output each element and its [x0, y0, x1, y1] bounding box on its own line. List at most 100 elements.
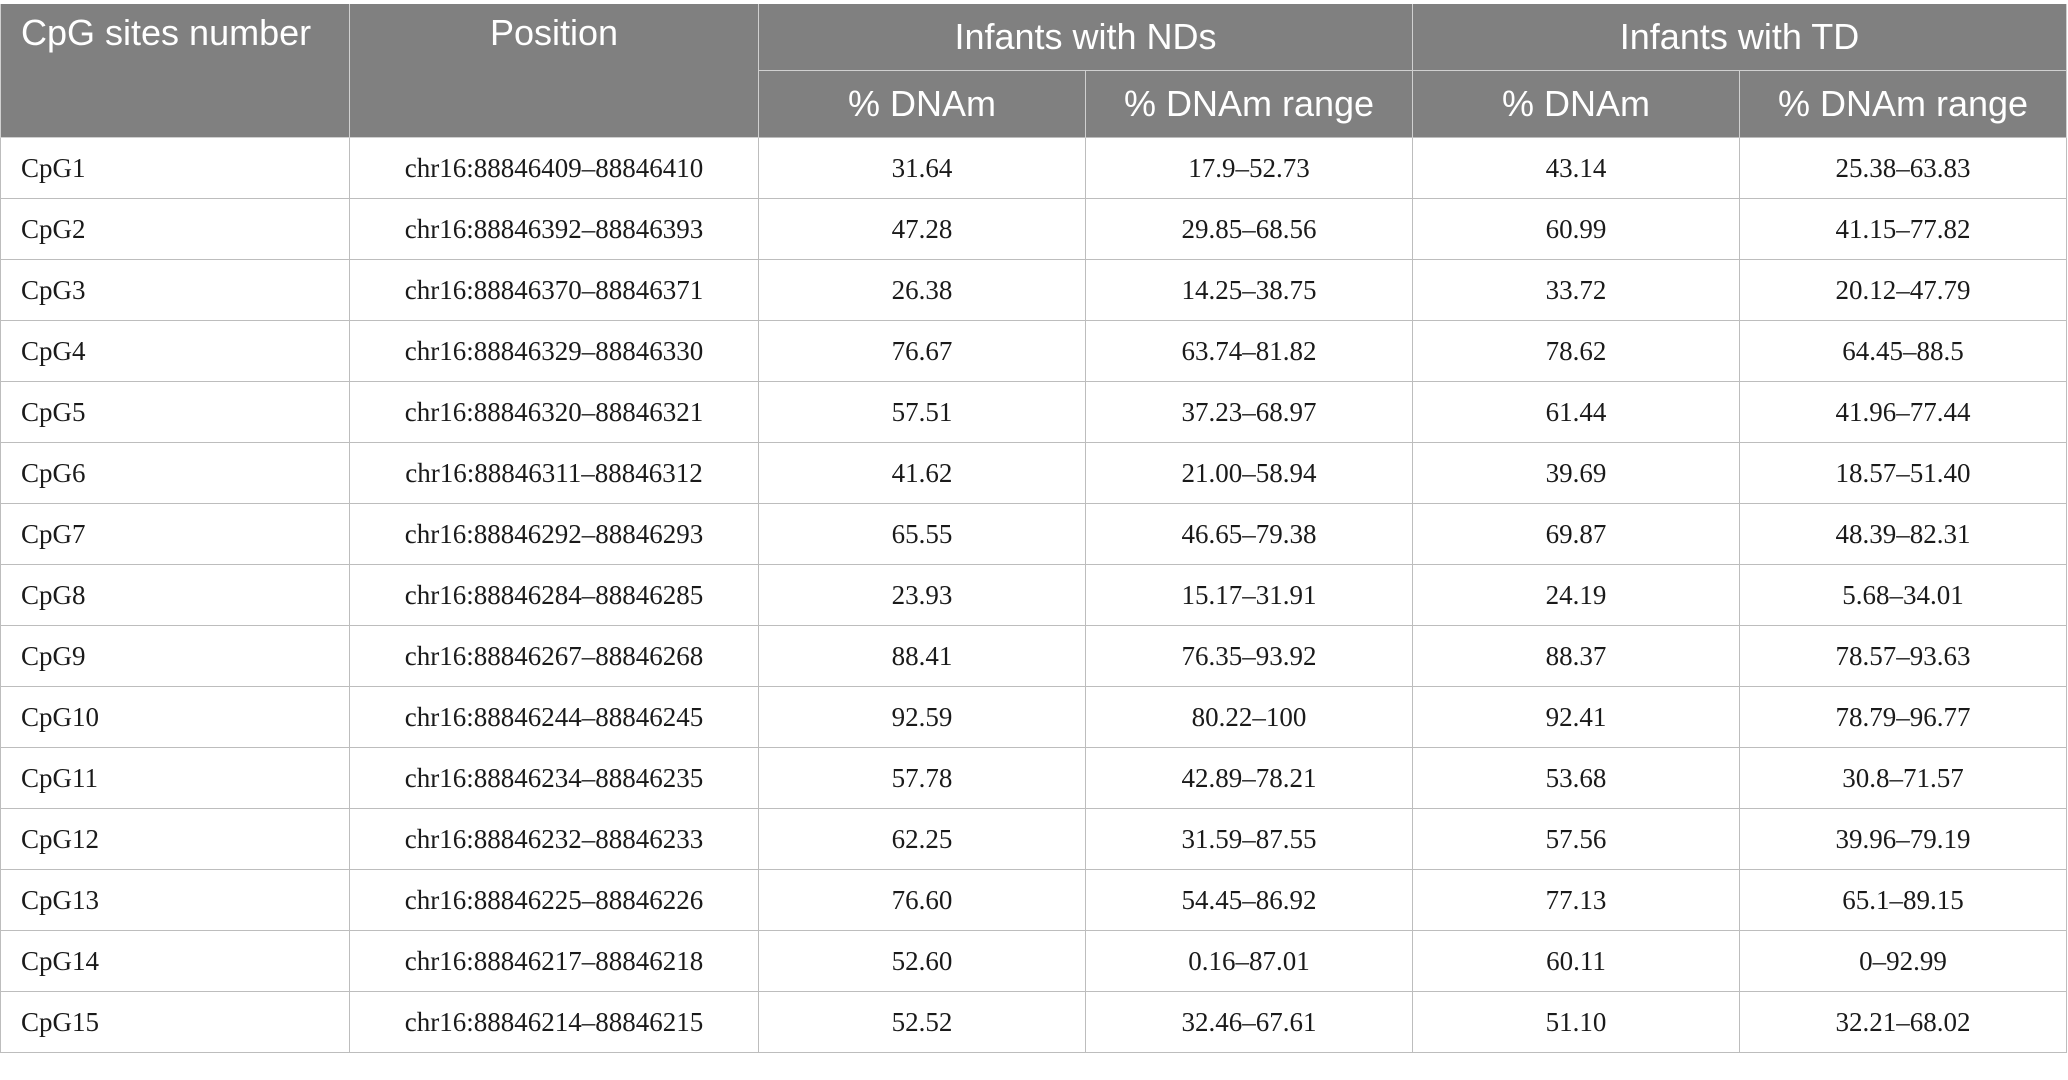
table-body: CpG1 chr16:88846409–88846410 31.64 17.9–52.… — [0, 137, 2067, 1053]
cell-nd-range: 21.00–58.94 — [1085, 442, 1413, 504]
cell-td-range: 64.45–88.5 — [1739, 320, 2067, 382]
cell-position: chr16:88846217–88846218 — [349, 930, 759, 992]
header-nd-dnam: % DNAm — [758, 70, 1086, 138]
cell-nd-dnam: 52.52 — [758, 991, 1086, 1053]
table-row: CpG14 chr16:88846217–88846218 52.60 0.16–87… — [0, 930, 2067, 992]
cell-nd-dnam: 62.25 — [758, 808, 1086, 870]
cell-td-range: 41.96–77.44 — [1739, 381, 2067, 443]
cell-td-dnam: 88.37 — [1412, 625, 1740, 687]
header-td-dnam: % DNAm — [1412, 70, 1740, 138]
table-row: CpG9 chr16:88846267–88846268 88.41 76.35–93… — [0, 625, 2067, 687]
cell-td-dnam: 77.13 — [1412, 869, 1740, 931]
table-row: CpG1 chr16:88846409–88846410 31.64 17.9–52.… — [0, 137, 2067, 199]
cell-nd-dnam: 26.38 — [758, 259, 1086, 321]
cell-position: chr16:88846320–88846321 — [349, 381, 759, 443]
cell-td-range: 41.15–77.82 — [1739, 198, 2067, 260]
cell-site: CpG14 — [0, 930, 350, 992]
table-row: CpG3 chr16:88846370–88846371 26.38 14.25–38… — [0, 259, 2067, 321]
cell-position: chr16:88846370–88846371 — [349, 259, 759, 321]
cell-site: CpG4 — [0, 320, 350, 382]
cell-site: CpG11 — [0, 747, 350, 809]
cell-nd-range: 31.59–87.55 — [1085, 808, 1413, 870]
cell-td-range: 48.39–82.31 — [1739, 503, 2067, 565]
cell-position: chr16:88846409–88846410 — [349, 137, 759, 199]
cell-site: CpG8 — [0, 564, 350, 626]
cell-site: CpG10 — [0, 686, 350, 748]
cell-position: chr16:88846267–88846268 — [349, 625, 759, 687]
cell-position: chr16:88846392–88846393 — [349, 198, 759, 260]
methylation-table: CpG sites number Position Infants with N… — [0, 4, 2067, 1053]
table-row: CpG2 chr16:88846392–88846393 47.28 29.85–68… — [0, 198, 2067, 260]
cell-nd-range: 0.16–87.01 — [1085, 930, 1413, 992]
table-row: CpG4 chr16:88846329–88846330 76.67 63.74–81… — [0, 320, 2067, 382]
header-row-sub: % DNAm % DNAm range % DNAm % DNAm range — [1, 70, 2067, 138]
cell-nd-range: 54.45–86.92 — [1085, 869, 1413, 931]
cell-nd-range: 76.35–93.92 — [1085, 625, 1413, 687]
header-td-range: % DNAm range — [1739, 70, 2067, 138]
cell-td-range: 5.68–34.01 — [1739, 564, 2067, 626]
header-row-groups: CpG sites number Position Infants with N… — [0, 4, 2067, 138]
cell-nd-range: 14.25–38.75 — [1085, 259, 1413, 321]
cell-nd-range: 42.89–78.21 — [1085, 747, 1413, 809]
cell-td-dnam: 39.69 — [1412, 442, 1740, 504]
cell-td-dnam: 69.87 — [1412, 503, 1740, 565]
cell-position: chr16:88846214–88846215 — [349, 991, 759, 1053]
table-row: CpG12 chr16:88846232–88846233 62.25 31.59–8… — [0, 808, 2067, 870]
cell-td-range: 39.96–79.19 — [1739, 808, 2067, 870]
cell-nd-dnam: 76.67 — [758, 320, 1086, 382]
header-group-nd: Infants with NDs — [758, 4, 1413, 71]
cell-nd-dnam: 41.62 — [758, 442, 1086, 504]
cell-td-dnam: 43.14 — [1412, 137, 1740, 199]
cell-td-range: 0–92.99 — [1739, 930, 2067, 992]
table-row: CpG5 chr16:88846320–88846321 57.51 37.23–68… — [0, 381, 2067, 443]
cell-nd-range: 32.46–67.61 — [1085, 991, 1413, 1053]
cell-site: CpG3 — [0, 259, 350, 321]
cell-position: chr16:88846244–88846245 — [349, 686, 759, 748]
methylation-table-container: CpG sites number Position Infants with N… — [0, 4, 2067, 1053]
cell-td-range: 32.21–68.02 — [1739, 991, 2067, 1053]
cell-td-dnam: 53.68 — [1412, 747, 1740, 809]
cell-position: chr16:88846232–88846233 — [349, 808, 759, 870]
cell-td-dnam: 51.10 — [1412, 991, 1740, 1053]
cell-nd-dnam: 57.78 — [758, 747, 1086, 809]
cell-nd-range: 29.85–68.56 — [1085, 198, 1413, 260]
cell-td-range: 25.38–63.83 — [1739, 137, 2067, 199]
cell-position: chr16:88846311–88846312 — [349, 442, 759, 504]
cell-nd-dnam: 76.60 — [758, 869, 1086, 931]
cell-td-dnam: 78.62 — [1412, 320, 1740, 382]
cell-nd-dnam: 57.51 — [758, 381, 1086, 443]
table-header: CpG sites number Position Infants with N… — [0, 4, 2067, 138]
table-row: CpG13 chr16:88846225–88846226 76.60 54.45–8… — [0, 869, 2067, 931]
table-row: CpG8 chr16:88846284–88846285 23.93 15.17–31… — [0, 564, 2067, 626]
cell-site: CpG12 — [0, 808, 350, 870]
cell-site: CpG5 — [0, 381, 350, 443]
table-row: CpG15 chr16:88846214–88846215 52.52 32.46–6… — [0, 991, 2067, 1053]
cell-nd-dnam: 88.41 — [758, 625, 1086, 687]
cell-nd-dnam: 23.93 — [758, 564, 1086, 626]
cell-td-dnam: 24.19 — [1412, 564, 1740, 626]
cell-nd-range: 37.23–68.97 — [1085, 381, 1413, 443]
cell-td-range: 78.79–96.77 — [1739, 686, 2067, 748]
cell-site: CpG6 — [0, 442, 350, 504]
cell-td-range: 78.57–93.63 — [1739, 625, 2067, 687]
cell-position: chr16:88846225–88846226 — [349, 869, 759, 931]
cell-nd-range: 80.22–100 — [1085, 686, 1413, 748]
cell-site: CpG2 — [0, 198, 350, 260]
cell-site: CpG1 — [0, 137, 350, 199]
cell-td-range: 65.1–89.15 — [1739, 869, 2067, 931]
cell-td-dnam: 57.56 — [1412, 808, 1740, 870]
cell-position: chr16:88846292–88846293 — [349, 503, 759, 565]
table-row: CpG7 chr16:88846292–88846293 65.55 46.65–79… — [0, 503, 2067, 565]
table-row: CpG10 chr16:88846244–88846245 92.59 80.22–1… — [0, 686, 2067, 748]
cell-position: chr16:88846329–88846330 — [349, 320, 759, 382]
cell-nd-range: 17.9–52.73 — [1085, 137, 1413, 199]
header-group-td: Infants with TD — [1412, 4, 2067, 71]
header-nd-range: % DNAm range — [1085, 70, 1413, 138]
cell-td-range: 30.8–71.57 — [1739, 747, 2067, 809]
table-row: CpG6 chr16:88846311–88846312 41.62 21.00–58… — [0, 442, 2067, 504]
cell-td-dnam: 61.44 — [1412, 381, 1740, 443]
cell-td-dnam: 60.99 — [1412, 198, 1740, 260]
cell-site: CpG9 — [0, 625, 350, 687]
cell-position: chr16:88846234–88846235 — [349, 747, 759, 809]
cell-nd-range: 63.74–81.82 — [1085, 320, 1413, 382]
